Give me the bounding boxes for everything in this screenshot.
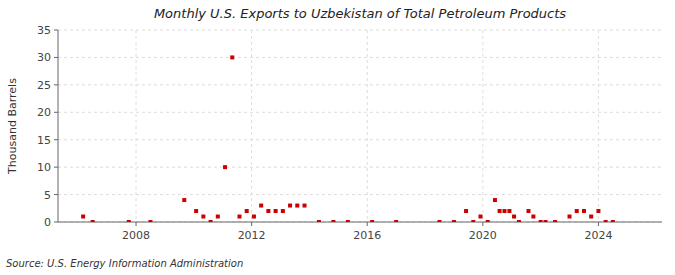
point bbox=[216, 215, 220, 219]
x-tick bbox=[367, 222, 368, 226]
point bbox=[512, 215, 516, 219]
point bbox=[437, 220, 441, 222]
point bbox=[223, 165, 227, 169]
x-tick-label: 2020 bbox=[469, 229, 497, 242]
x-grid-line bbox=[367, 30, 368, 222]
point bbox=[346, 220, 350, 222]
x-grid-line bbox=[136, 30, 137, 222]
point bbox=[575, 209, 579, 213]
y-tick-label: 20 bbox=[37, 106, 51, 119]
point bbox=[274, 209, 278, 213]
point bbox=[148, 220, 152, 222]
point bbox=[507, 209, 511, 213]
y-grid-line bbox=[58, 30, 662, 31]
point bbox=[295, 204, 299, 208]
y-tick bbox=[54, 139, 58, 140]
point bbox=[194, 209, 198, 213]
point bbox=[582, 209, 586, 213]
point bbox=[281, 209, 285, 213]
y-tick-label: 5 bbox=[44, 189, 51, 202]
point bbox=[127, 220, 131, 222]
point bbox=[303, 204, 307, 208]
y-tick-label: 10 bbox=[37, 161, 51, 174]
point bbox=[452, 220, 456, 222]
point bbox=[288, 204, 292, 208]
y-tick bbox=[54, 84, 58, 85]
y-tick bbox=[54, 57, 58, 58]
point bbox=[531, 215, 535, 219]
y-tick-label: 15 bbox=[37, 134, 51, 147]
y-grid-line bbox=[58, 194, 662, 195]
point bbox=[544, 220, 548, 222]
x-grid-line bbox=[598, 30, 599, 222]
point bbox=[81, 215, 85, 219]
x-tick bbox=[136, 222, 137, 226]
point bbox=[479, 215, 483, 219]
point bbox=[237, 215, 241, 219]
point bbox=[553, 220, 557, 222]
point bbox=[370, 220, 374, 222]
x-tick-label: 2008 bbox=[122, 229, 150, 242]
point bbox=[611, 220, 615, 222]
x-grid-line bbox=[251, 30, 252, 222]
point bbox=[486, 220, 490, 222]
point bbox=[245, 209, 249, 213]
point bbox=[201, 215, 205, 219]
x-tick bbox=[251, 222, 252, 226]
points bbox=[81, 55, 615, 222]
point bbox=[464, 209, 468, 213]
point bbox=[502, 209, 506, 213]
x-tick bbox=[598, 222, 599, 226]
point bbox=[568, 215, 572, 219]
point bbox=[91, 220, 95, 222]
chart: Monthly U.S. Exports to Uzbekistan of To… bbox=[0, 0, 675, 275]
point bbox=[182, 198, 186, 202]
y-axis-line bbox=[58, 30, 59, 222]
point bbox=[589, 215, 593, 219]
point bbox=[517, 220, 521, 222]
point bbox=[539, 220, 543, 222]
y-tick bbox=[54, 167, 58, 168]
source: Source: U.S. Energy Information Administ… bbox=[6, 258, 243, 269]
point bbox=[266, 209, 270, 213]
y-grid-line bbox=[58, 84, 662, 85]
point bbox=[596, 209, 600, 213]
point bbox=[498, 209, 502, 213]
y-tick-label: 0 bbox=[44, 216, 51, 229]
y-tick bbox=[54, 222, 58, 223]
point bbox=[604, 220, 608, 222]
y-tick bbox=[54, 194, 58, 195]
point bbox=[317, 220, 321, 222]
x-tick-label: 2024 bbox=[584, 229, 612, 242]
point bbox=[230, 55, 234, 59]
x-tick bbox=[482, 222, 483, 226]
y-grid-line bbox=[58, 112, 662, 113]
y-tick bbox=[54, 112, 58, 113]
x-tick-label: 2016 bbox=[353, 229, 381, 242]
point bbox=[331, 220, 335, 222]
x-tick-label: 2012 bbox=[238, 229, 266, 242]
point bbox=[471, 220, 475, 222]
point bbox=[526, 209, 530, 213]
y-grid-line bbox=[58, 167, 662, 168]
x-grid-line bbox=[482, 30, 483, 222]
y-tick-label: 35 bbox=[37, 24, 51, 37]
y-tick-label: 25 bbox=[37, 79, 51, 92]
point bbox=[209, 220, 213, 222]
y-grid-line bbox=[58, 57, 662, 58]
y-tick-label: 30 bbox=[37, 51, 51, 64]
title: Monthly U.S. Exports to Uzbekistan of To… bbox=[154, 6, 566, 21]
point bbox=[259, 204, 263, 208]
point bbox=[493, 198, 497, 202]
point bbox=[394, 220, 398, 222]
point bbox=[252, 215, 256, 219]
y-grid-line bbox=[58, 139, 662, 140]
y-tick bbox=[54, 30, 58, 31]
y-axis-label: Thousand Barrels bbox=[6, 78, 19, 175]
